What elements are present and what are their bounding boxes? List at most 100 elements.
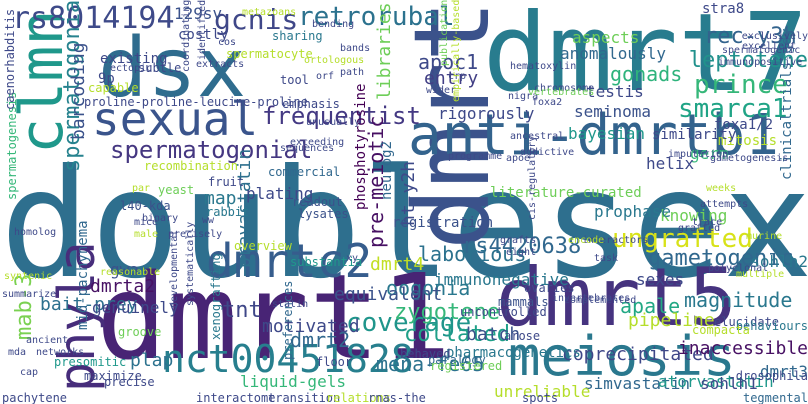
word-networks: networks <box>36 347 85 358</box>
word-apoe: apoe <box>506 153 531 164</box>
word-fruit: fruit <box>208 175 245 189</box>
word-ectopic: ectopic <box>110 63 153 74</box>
word-mammals: mammals <box>498 295 549 309</box>
word-batch: batch <box>466 324 521 345</box>
word-compacta: compacta <box>692 323 750 337</box>
word-zygotene: zygotene <box>394 300 500 325</box>
word-rs8014194: rs8014194 <box>12 1 175 36</box>
word-relations: relations <box>326 391 392 404</box>
word-reasonable: reasonable <box>100 267 161 278</box>
word-dmrt1: dmrt1 <box>96 248 452 386</box>
word-pharmacogenetics: pharmacogenetics <box>446 345 581 361</box>
word-rigorously: rigorously <box>438 104 535 123</box>
word-ovaries: ovaries <box>524 281 575 295</box>
word-simvastatin: simvastatin <box>584 374 690 393</box>
word-bait-prey: bait-prey <box>40 294 138 315</box>
word-helix: helix <box>646 154 695 173</box>
word-sharing: sharing <box>272 29 323 43</box>
word-metazoans: metazoans <box>242 7 297 18</box>
word-spots: spots <box>522 391 559 404</box>
word-cap: cap <box>20 367 39 378</box>
word-laborious: laborious <box>418 242 527 266</box>
word-proline-proline-leucine-proline: proline-proline-leucine-proline <box>84 95 308 109</box>
word-testis: testis <box>586 82 644 101</box>
word-inaccessible: inaccessible <box>677 338 808 359</box>
word-gametogenic: gametogenic <box>648 246 794 271</box>
word-sexual: sexual <box>92 92 259 146</box>
word-tegmental: tegmental <box>742 391 808 404</box>
word-collated: collated <box>404 322 510 347</box>
word-prince: prince <box>694 70 788 100</box>
word-interactors: interactors <box>582 235 649 246</box>
word-registration: registration <box>392 215 494 231</box>
word-seminoma: seminoma <box>574 102 652 121</box>
word-ortologous: ortologous <box>304 55 365 66</box>
word-orf: orf <box>316 71 335 82</box>
word-grafts: grafts <box>500 235 537 246</box>
word-imputation: imputation <box>668 149 729 160</box>
word-stra8: stra8 <box>702 1 745 17</box>
word-dmrt3: dmrt3 <box>759 362 808 381</box>
word-interactome: interactome <box>196 391 276 404</box>
word-gcnis: gcnis <box>214 3 299 36</box>
word-attempts: attempts <box>700 199 749 210</box>
word-commercial: commercial <box>268 165 341 179</box>
word-path: path <box>340 67 365 78</box>
word-entry: entry <box>424 68 479 89</box>
word-substantia: substantia <box>290 255 363 269</box>
word-rs4420638: rs4420638 <box>462 234 582 259</box>
word-systematically: systematically <box>185 221 196 306</box>
word-excellent: excellent <box>742 41 797 52</box>
word-mena-fe65: mena-fe65 <box>376 352 485 376</box>
word-floor: floor <box>316 355 353 369</box>
word-readout: readout <box>292 195 343 209</box>
word-par: par <box>132 183 151 194</box>
word-hematoxylin: hematoxylin <box>510 61 577 72</box>
word-gametogenesis: gametogenesis <box>710 153 789 164</box>
word-polyclonal: polyclonal <box>708 263 769 274</box>
word-lysates: lysates <box>298 207 349 221</box>
word-unreliable: unreliable <box>494 382 591 401</box>
word-syntenic: syntenic <box>4 271 53 282</box>
word-transition: transition <box>268 391 341 404</box>
word-elucidate: elucidate <box>714 315 780 329</box>
word-behaviours: behaviours <box>735 319 808 333</box>
word-bayesian: bayesian <box>568 124 646 143</box>
word-pipeline: pipeline <box>628 310 715 331</box>
word-weeks: weeks <box>706 183 737 194</box>
word-sohlh1: sohlh1 <box>700 374 758 393</box>
word-rabbit: rabbit <box>206 205 250 219</box>
word-foxa1-2: foxa1/2 <box>714 117 774 133</box>
word-summarize: summarize <box>2 289 57 300</box>
word-ancient: ancient <box>26 335 69 346</box>
word-cis-regulatory: cis-regulatory <box>527 135 538 220</box>
word-prophase: prophase <box>594 202 672 221</box>
word-dmrt7: dmrt7 <box>482 0 808 116</box>
word-costly: costly <box>178 27 229 43</box>
word-foxa2: foxa2 <box>532 97 563 108</box>
word-spermatogenic: spermatogenic <box>722 45 801 56</box>
word-dmrtc2: dmrtc2 <box>206 234 373 288</box>
word-leptotene: leptotene <box>688 48 808 73</box>
word-spermatocyte: spermatocyte <box>226 47 313 61</box>
word-dmrta2: dmrta2 <box>90 276 156 297</box>
word-homolog: homolog <box>14 227 57 238</box>
word-frequentist: frequentist <box>262 102 421 130</box>
word-gwa: gwa <box>110 260 139 279</box>
word-dmrt5: dmrt5 <box>496 251 737 344</box>
word-map: map <box>204 188 237 209</box>
word-xenografting: xenografting <box>209 253 223 340</box>
word-atorvastatin: atorvastatin <box>658 372 774 391</box>
word-neurog2: neurog2 <box>379 140 395 200</box>
word-germ: germ <box>690 144 729 163</box>
word-dmrt2: dmrt2 <box>290 328 351 352</box>
word-publication: publication <box>439 0 450 67</box>
word-immunopositive: immunopositive <box>718 57 803 68</box>
word-addictive: addictive <box>520 147 575 158</box>
word-l40-kda: l40-kda <box>120 199 171 213</box>
word-maximize: maximize <box>84 369 142 383</box>
word-barcoding: barcoding <box>68 42 89 140</box>
word-overview: overview <box>234 239 292 253</box>
word-capable: capable <box>88 81 139 95</box>
word-murine: murine <box>746 231 783 242</box>
